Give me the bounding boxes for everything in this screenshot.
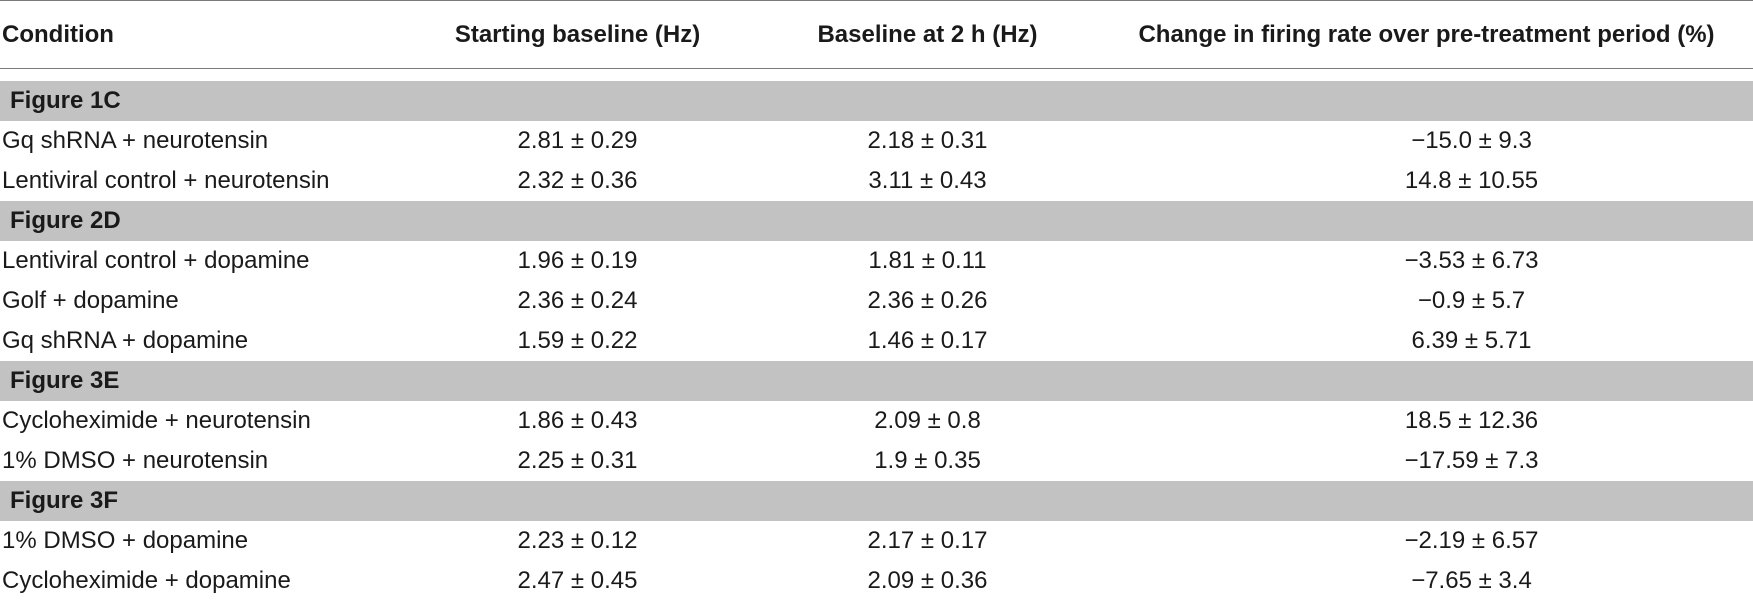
table-row: Gq shRNA + dopamine 1.59 ± 0.22 1.46 ± 0.1…: [0, 321, 1753, 361]
condition-cell: Golf + dopamine: [2, 286, 179, 314]
change-cell: −2.19 ± 6.57: [1404, 526, 1539, 554]
change-cell: 14.8 ± 10.55: [1404, 166, 1539, 194]
table-row: 1% DMSO + neurotensin 2.25 ± 0.31 1.9 ± 0.…: [0, 441, 1753, 481]
condition-cell: Cycloheximide + neurotensin: [2, 406, 311, 434]
change-cell: −3.53 ± 6.73: [1404, 246, 1539, 274]
change-cell: −0.9 ± 5.7: [1417, 286, 1526, 314]
table-row: Cycloheximide + dopamine 2.47 ± 0.45 2.09 …: [0, 561, 1753, 601]
header-condition: Condition: [0, 0, 400, 69]
header-spacer: [0, 69, 1753, 81]
header-change: Change in firing rate over pre-treatment…: [1100, 0, 1753, 69]
condition-cell: Cycloheximide + dopamine: [2, 566, 291, 594]
condition-cell: Lentiviral control + neurotensin: [2, 166, 330, 194]
header-baseline-2h: Baseline at 2 h (Hz): [755, 0, 1100, 69]
starting-baseline-cell: 2.81 ± 0.29: [517, 126, 638, 154]
section-title: Figure 1C: [0, 80, 1753, 121]
table-row: Golf + dopamine 2.36 ± 0.24 2.36 ± 0.26 −0.…: [0, 281, 1753, 321]
starting-baseline-cell: 1.86 ± 0.43: [517, 406, 638, 434]
condition-cell: Lentiviral control + dopamine: [2, 246, 310, 274]
section-header-row: Figure 2D: [0, 200, 1753, 241]
condition-cell: Gq shRNA + dopamine: [2, 326, 249, 354]
baseline-2h-cell: 2.18 ± 0.31: [867, 126, 988, 154]
table-header: Condition Starting baseline (Hz) Baselin…: [0, 0, 1753, 69]
starting-baseline-cell: 2.36 ± 0.24: [517, 286, 638, 314]
section-header-row: Figure 1C: [0, 80, 1753, 121]
table-row: Cycloheximide + neurotensin 1.86 ± 0.43 2.…: [0, 401, 1753, 441]
header-row: Condition Starting baseline (Hz) Baselin…: [0, 0, 1753, 69]
section-title: Figure 2D: [0, 200, 1753, 241]
table-row: 1% DMSO + dopamine 2.23 ± 0.12 2.17 ± 0.17…: [0, 521, 1753, 561]
change-cell: 18.5 ± 12.36: [1404, 406, 1539, 434]
baseline-2h-cell: 2.09 ± 0.8: [874, 406, 981, 434]
baseline-2h-cell: 3.11 ± 0.43: [868, 166, 987, 194]
change-cell: −15.0 ± 9.3: [1411, 126, 1532, 154]
starting-baseline-cell: 1.96 ± 0.19: [517, 246, 638, 274]
section-title: Figure 3E: [0, 360, 1753, 401]
table-row: Lentiviral control + neurotensin 2.32 ± 0…: [0, 161, 1753, 201]
starting-baseline-cell: 2.23 ± 0.12: [517, 526, 638, 554]
condition-cell: Gq shRNA + neurotensin: [2, 126, 269, 154]
table-row: Gq shRNA + neurotensin 2.81 ± 0.29 2.18 ± …: [0, 121, 1753, 161]
section-header-row: Figure 3F: [0, 480, 1753, 521]
condition-cell: 1% DMSO + neurotensin: [2, 446, 269, 474]
starting-baseline-cell: 1.59 ± 0.22: [517, 326, 638, 354]
section-title: Figure 3F: [0, 480, 1753, 521]
baseline-2h-cell: 1.9 ± 0.35: [874, 446, 981, 474]
starting-baseline-cell: 2.32 ± 0.36: [517, 166, 638, 194]
section-header-row: Figure 3E: [0, 360, 1753, 401]
baseline-2h-cell: 2.36 ± 0.26: [867, 286, 988, 314]
change-cell: 6.39 ± 5.71: [1411, 326, 1532, 354]
starting-baseline-cell: 2.25 ± 0.31: [517, 446, 638, 474]
header-starting-baseline: Starting baseline (Hz): [400, 0, 755, 69]
table-body: Figure 1C Gq shRNA + neurotensin 2.81 ± 0.…: [0, 69, 1753, 601]
condition-cell: 1% DMSO + dopamine: [2, 526, 249, 554]
baseline-2h-cell: 2.17 ± 0.17: [867, 526, 988, 554]
starting-baseline-cell: 2.47 ± 0.45: [517, 566, 638, 594]
change-cell: −17.59 ± 7.3: [1404, 446, 1539, 474]
baseline-2h-cell: 2.09 ± 0.36: [867, 566, 988, 594]
change-cell: −7.65 ± 3.4: [1411, 566, 1532, 594]
baseline-2h-cell: 1.81 ± 0.11: [868, 246, 987, 274]
table-row: Lentiviral control + dopamine 1.96 ± 0.19…: [0, 241, 1753, 281]
baseline-2h-cell: 1.46 ± 0.17: [867, 326, 988, 354]
